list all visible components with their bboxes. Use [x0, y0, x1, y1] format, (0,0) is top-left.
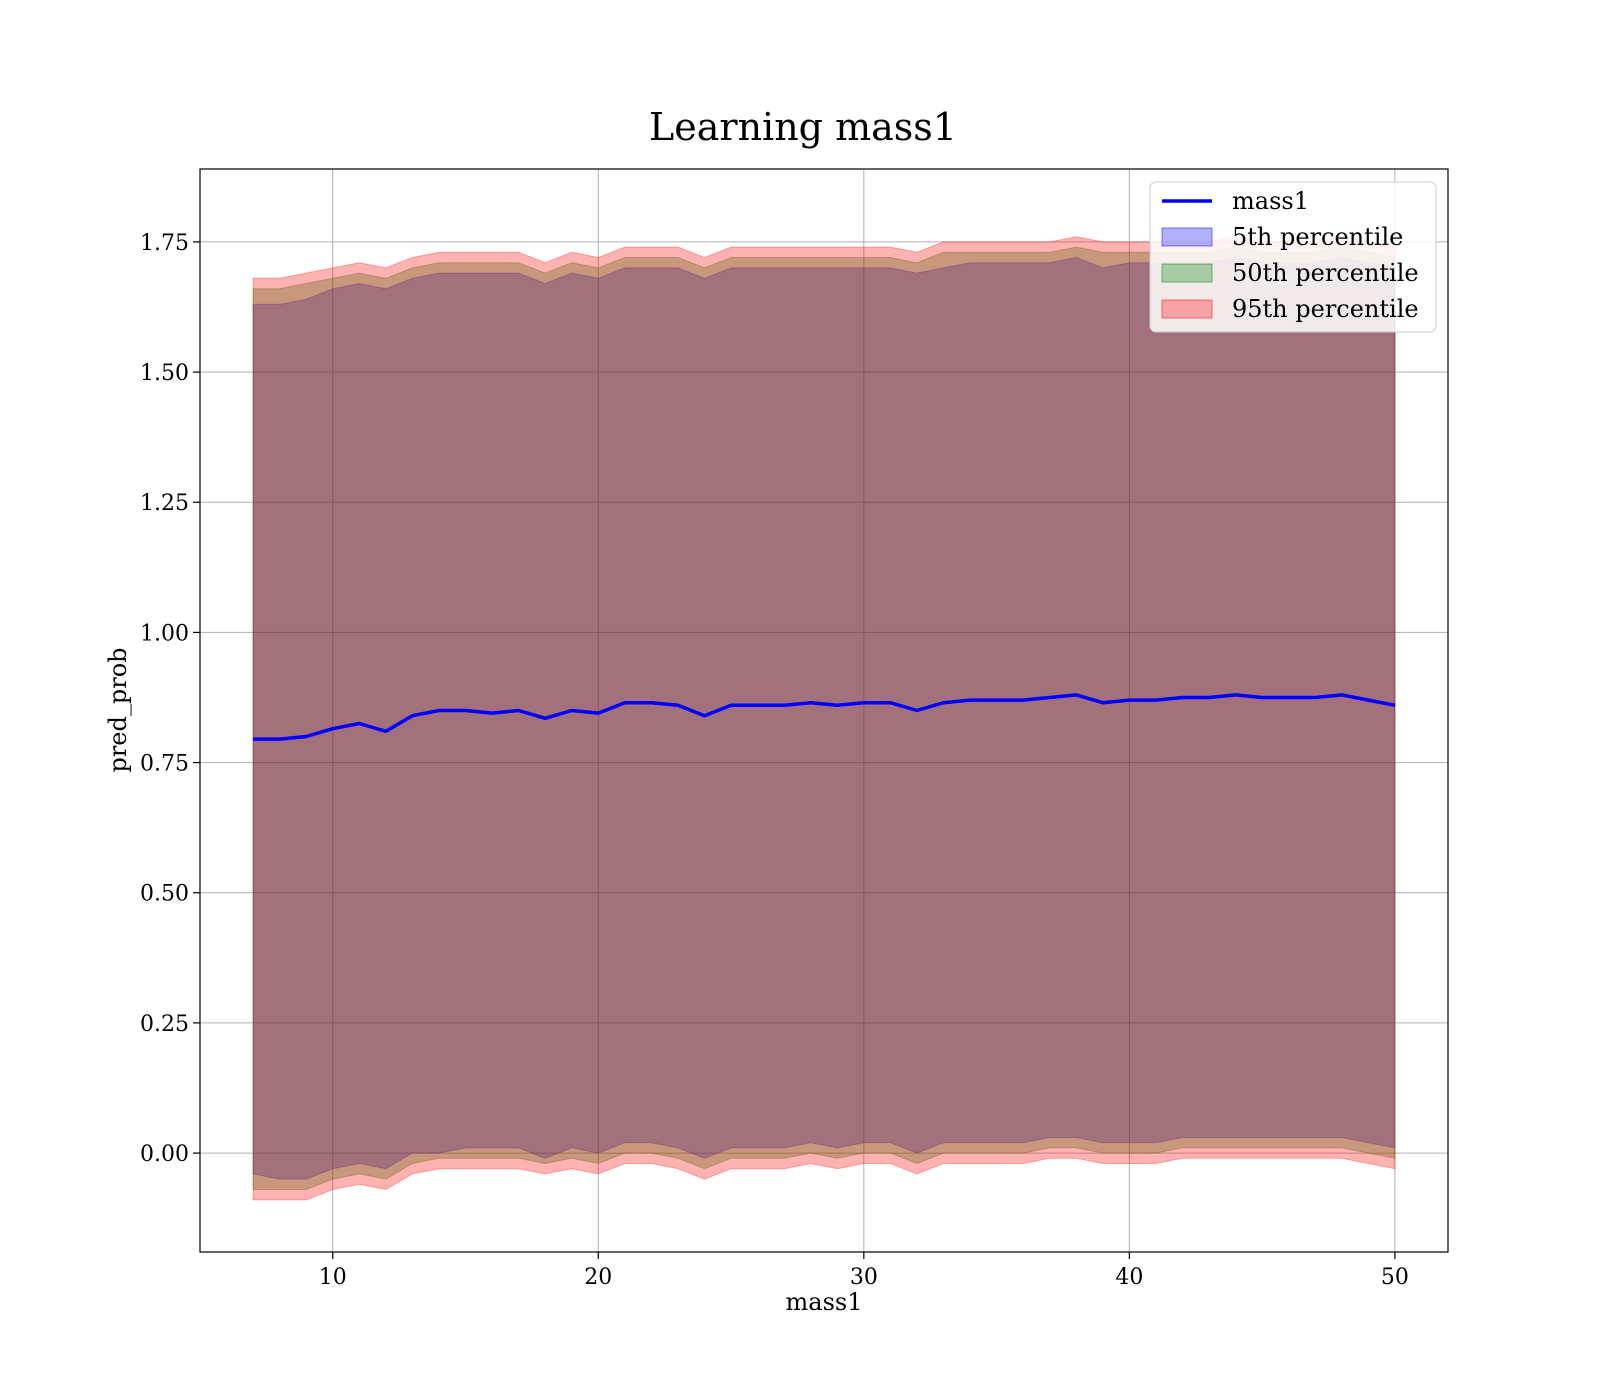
band-50th-percentile [252, 246, 1396, 1190]
y-tick-label: 1.50 [140, 361, 189, 386]
x-tick-label: 50 [1381, 1265, 1409, 1290]
line-mass1 [253, 693, 1396, 741]
legend-entry-5th-percentile: 5th percentile [1161, 223, 1403, 251]
legend-box [1149, 181, 1437, 333]
band-5th-percentile [252, 256, 1396, 1180]
y-tick-label: 1.75 [140, 231, 189, 256]
y-tick-label: 0.25 [140, 1012, 189, 1037]
x-axis-label: mass1 [786, 1288, 863, 1316]
grid [200, 169, 1448, 1252]
y-tick-label: 0.00 [140, 1142, 189, 1167]
x-tick-label: 10 [319, 1265, 347, 1290]
x-tick-label: 30 [850, 1265, 878, 1290]
legend-entry-50th-percentile: 50th percentile [1161, 259, 1419, 287]
y-axis-label: pred_prob [104, 647, 132, 772]
x-axis-ticks: 10 20 30 40 50 [319, 1252, 1409, 1290]
x-tick-label: 40 [1115, 1265, 1143, 1290]
y-tick-label: 1.00 [140, 621, 189, 646]
series-lines [253, 693, 1396, 741]
legend-entry-mass1: mass1 [1162, 187, 1309, 215]
y-axis-ticks: 0.00 0.25 0.50 0.75 1.00 1.25 1.50 1.75 [140, 231, 200, 1167]
legend-entry-95th-percentile: 95th percentile [1161, 295, 1419, 323]
legend-label: 50th percentile [1232, 259, 1419, 287]
legend: mass1 5th percentile 50th percentile 95th p… [1149, 181, 1437, 333]
x-tick-label: 20 [584, 1265, 612, 1290]
legend-label: 95th percentile [1232, 295, 1419, 323]
y-tick-label: 1.25 [140, 491, 189, 516]
chart-title: Learning mass1 [649, 105, 957, 149]
plot-frame [199, 168, 1449, 1253]
percentile-bands [252, 236, 1396, 1201]
legend-swatch [1161, 227, 1213, 247]
band-95th-percentile [252, 236, 1396, 1201]
y-tick-label: 0.75 [140, 752, 189, 777]
legend-swatch [1161, 299, 1213, 319]
legend-label: 5th percentile [1232, 223, 1403, 251]
y-tick-label: 0.50 [140, 882, 189, 907]
legend-swatch [1161, 263, 1213, 283]
legend-label: mass1 [1232, 187, 1309, 215]
